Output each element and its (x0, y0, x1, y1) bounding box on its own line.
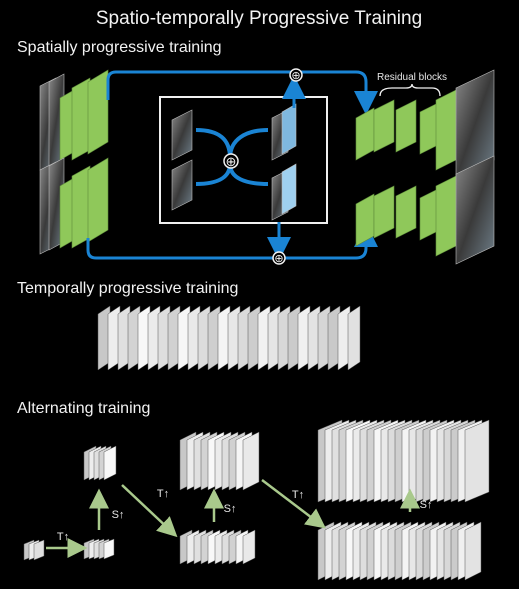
alt-stack-4-frame (242, 529, 256, 565)
alt-stack-2 (83, 538, 115, 560)
s-label-2: S↑ (224, 503, 237, 515)
plus-circle-bottom (272, 251, 286, 265)
page-title: Spatio-temporally Progressive Training (96, 8, 422, 29)
alt-stack-1 (23, 539, 45, 561)
temporal-frame-stack (97, 305, 361, 371)
alt-stack-7-frame (464, 419, 490, 503)
decoder-layers-top (355, 69, 495, 179)
alt-stack-1-frame (33, 539, 45, 561)
alt-stack-6-frame (464, 521, 482, 581)
alt-stack-5-frame (242, 431, 260, 491)
t-arrow-3 (261, 479, 326, 529)
alt-stack-4 (179, 529, 256, 565)
alternating-heading: Alternating training (17, 400, 150, 417)
t-arrow-2 (121, 484, 178, 538)
alt-stack-5 (179, 431, 260, 491)
fusion-output-features (271, 103, 297, 221)
residual-brace (379, 83, 441, 97)
fusion-arrows (195, 128, 269, 186)
temporal-heading: Temporally progressive training (17, 280, 238, 297)
fusion-plus-circle (223, 153, 239, 169)
encoder-layers-bottom (59, 157, 109, 249)
spatial-heading: Spatially progressive training (17, 39, 222, 56)
alt-stack-6 (317, 521, 482, 581)
alt-stack-7 (317, 419, 490, 503)
plus-symbol-top: ⊕ (291, 70, 300, 82)
temporal-frames (97, 305, 361, 371)
t-label-1: T↑ (57, 531, 69, 543)
skip-path-top (106, 70, 378, 115)
fusion-plus-symbol: ⊕ (226, 154, 237, 169)
skip-path-bottom (86, 223, 378, 260)
s-label-3: S↑ (420, 499, 433, 511)
encoder-layers-top (59, 69, 109, 161)
s-label-1: S↑ (112, 509, 125, 521)
t-label-3: T↑ (292, 489, 304, 501)
fusion-box (159, 96, 328, 224)
plus-symbol-bottom: ⊕ (274, 253, 283, 265)
plus-circle-top (289, 68, 303, 82)
alt-stack-3-frame (103, 445, 117, 481)
fusion-input-frames (171, 109, 193, 211)
alt-stack-3 (83, 445, 117, 481)
residual-blocks-label: Residual blocks (377, 72, 447, 83)
alternating-frame-stacks (23, 419, 490, 581)
temporal-frames-frame (347, 305, 361, 371)
alt-stack-2-frame (103, 538, 115, 560)
decoder-layers-bottom (355, 155, 495, 265)
t-label-2: T↑ (157, 488, 169, 500)
